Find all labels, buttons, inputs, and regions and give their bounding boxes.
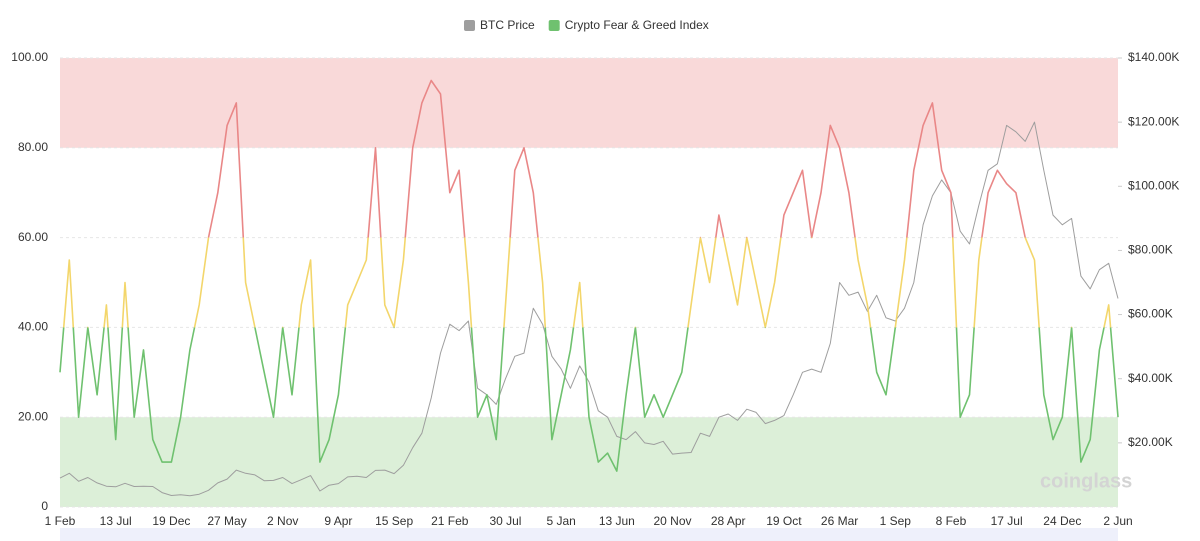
x-tick-label: 17 Jul <box>991 514 1023 528</box>
series-line <box>59 121 1119 497</box>
x-tick-label: 2 Nov <box>267 514 298 528</box>
zone-band <box>60 58 1118 148</box>
legend-swatch <box>464 20 475 31</box>
x-tick-label: 1 Feb <box>45 514 76 528</box>
legend-label[interactable]: Crypto Fear & Greed Index <box>565 18 709 32</box>
x-tick-label: 26 Mar <box>821 514 858 528</box>
y2-tick-label: $20.00K <box>1128 435 1173 449</box>
x-tick-label: 9 Apr <box>324 514 352 528</box>
x-tick-label: 8 Feb <box>936 514 967 528</box>
y2-tick-label: $80.00K <box>1128 243 1173 257</box>
y-tick-label: 100.00 <box>11 50 48 64</box>
x-tick-label: 2 Jun <box>1103 514 1132 528</box>
legend-swatch <box>548 20 560 31</box>
y2-tick-label: $60.00K <box>1128 307 1173 321</box>
legend-label[interactable]: BTC Price <box>480 18 535 32</box>
zone-band <box>60 417 1118 507</box>
y2-tick-label: $140.00K <box>1128 50 1179 64</box>
x-tick-label: 24 Dec <box>1043 514 1081 528</box>
x-tick-label: 13 Jul <box>100 514 132 528</box>
x-tick-label: 19 Dec <box>152 514 190 528</box>
watermark: coinglass <box>1040 470 1132 492</box>
scroll-strip <box>60 528 1118 541</box>
y-tick-label: 80.00 <box>18 140 48 154</box>
x-tick-label: 1 Sep <box>880 514 912 528</box>
y-tick-label: 60.00 <box>18 230 48 244</box>
y-tick-label: 40.00 <box>18 320 48 334</box>
y2-tick-label: $100.00K <box>1128 178 1179 192</box>
x-tick-label: 13 Jun <box>599 514 635 528</box>
y-tick-label: 0 <box>41 499 48 513</box>
series-line <box>59 79 1119 472</box>
x-tick-label: 21 Feb <box>431 514 469 528</box>
x-tick-label: 20 Nov <box>654 514 692 528</box>
x-tick-label: 5 Jan <box>546 514 575 528</box>
x-tick-label: 30 Jul <box>489 514 521 528</box>
x-tick-label: 15 Sep <box>375 514 413 528</box>
x-tick-label: 28 Apr <box>711 514 746 528</box>
x-tick-label: 27 May <box>207 514 246 528</box>
y-tick-label: 20.00 <box>18 409 48 423</box>
x-tick-label: 19 Oct <box>766 514 802 528</box>
y2-tick-label: $40.00K <box>1128 371 1173 385</box>
y2-tick-label: $120.00K <box>1128 114 1179 128</box>
